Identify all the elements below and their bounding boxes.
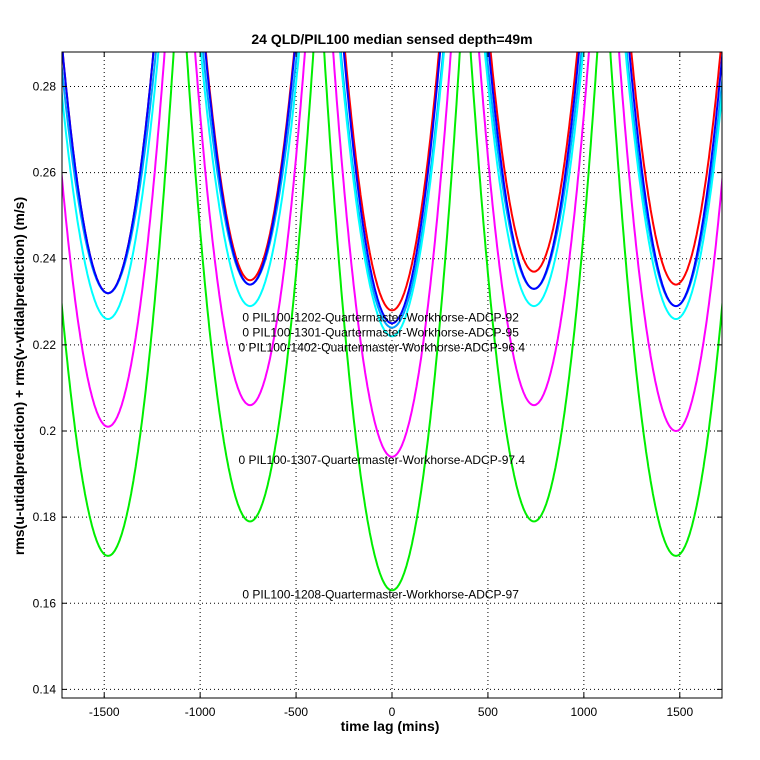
y-tick-label: 0.24 xyxy=(33,252,57,266)
x-tick-label: -1000 xyxy=(185,705,216,719)
chart-title: 24 QLD/PIL100 median sensed depth=49m xyxy=(251,31,532,47)
annotation-label: 0 PIL100-1307-Quartermaster-Workhorse-AD… xyxy=(239,453,526,467)
series-line xyxy=(62,52,722,592)
annotation-label: 0 PIL100-1301-Quartermaster-Workhorse-AD… xyxy=(242,326,519,340)
x-tick-label: 1000 xyxy=(571,705,598,719)
x-tick-label: -500 xyxy=(284,705,308,719)
series-line xyxy=(62,52,722,325)
annotation-label: 0 PIL100-1202-Quartermaster-Workhorse-AD… xyxy=(242,311,519,325)
x-tick-label: -1500 xyxy=(89,705,120,719)
ticks: -1500 -1000 -500 0 500 1000 1500 0.14 0.16 0.18 0.… xyxy=(33,52,722,719)
annotations: 0 PIL100-1202-Quartermaster-Workhorse-AD… xyxy=(239,311,526,602)
series-line xyxy=(62,52,722,338)
y-tick-label: 0.22 xyxy=(33,338,57,352)
y-axis-title: rms(u-utidalprediction) + rms(v-vtidalpr… xyxy=(11,197,27,555)
y-tick-label: 0.28 xyxy=(33,79,57,93)
annotation-label: 0 PIL100-1208-Quartermaster-Workhorse-AD… xyxy=(242,588,519,602)
annotation-label: 0 PIL100-1402-Quartermaster-Workhorse-AD… xyxy=(239,341,526,355)
y-tick-label: 0.16 xyxy=(33,596,57,610)
y-tick-label: 0.14 xyxy=(33,682,57,696)
y-tick-label: 0.18 xyxy=(33,510,57,524)
series-line xyxy=(62,52,722,458)
x-axis-title: time lag (mins) xyxy=(341,718,440,734)
x-tick-label: 0 xyxy=(389,705,396,719)
series-layer xyxy=(62,52,722,592)
y-tick-label: 0.2 xyxy=(39,424,56,438)
x-tick-label: 500 xyxy=(478,705,498,719)
y-tick-label: 0.26 xyxy=(33,166,57,180)
x-tick-label: 1500 xyxy=(666,705,693,719)
